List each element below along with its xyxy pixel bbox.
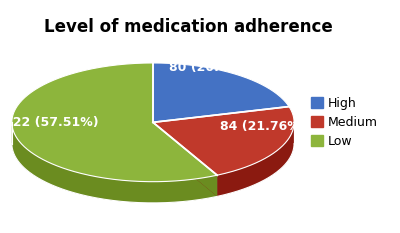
Text: 222 (57.51%): 222 (57.51%) bbox=[4, 116, 98, 129]
Text: 80 (20.73%): 80 (20.73%) bbox=[169, 61, 254, 74]
Polygon shape bbox=[153, 122, 217, 196]
Text: Level of medication adherence: Level of medication adherence bbox=[44, 18, 333, 36]
Polygon shape bbox=[153, 63, 289, 122]
Text: 84 (21.76%): 84 (21.76%) bbox=[220, 120, 306, 133]
Polygon shape bbox=[12, 144, 294, 203]
Polygon shape bbox=[12, 63, 217, 182]
Legend: High, Medium, Low: High, Medium, Low bbox=[308, 94, 381, 151]
Polygon shape bbox=[12, 123, 217, 203]
Polygon shape bbox=[153, 106, 294, 175]
Polygon shape bbox=[217, 123, 294, 196]
Polygon shape bbox=[153, 122, 217, 196]
